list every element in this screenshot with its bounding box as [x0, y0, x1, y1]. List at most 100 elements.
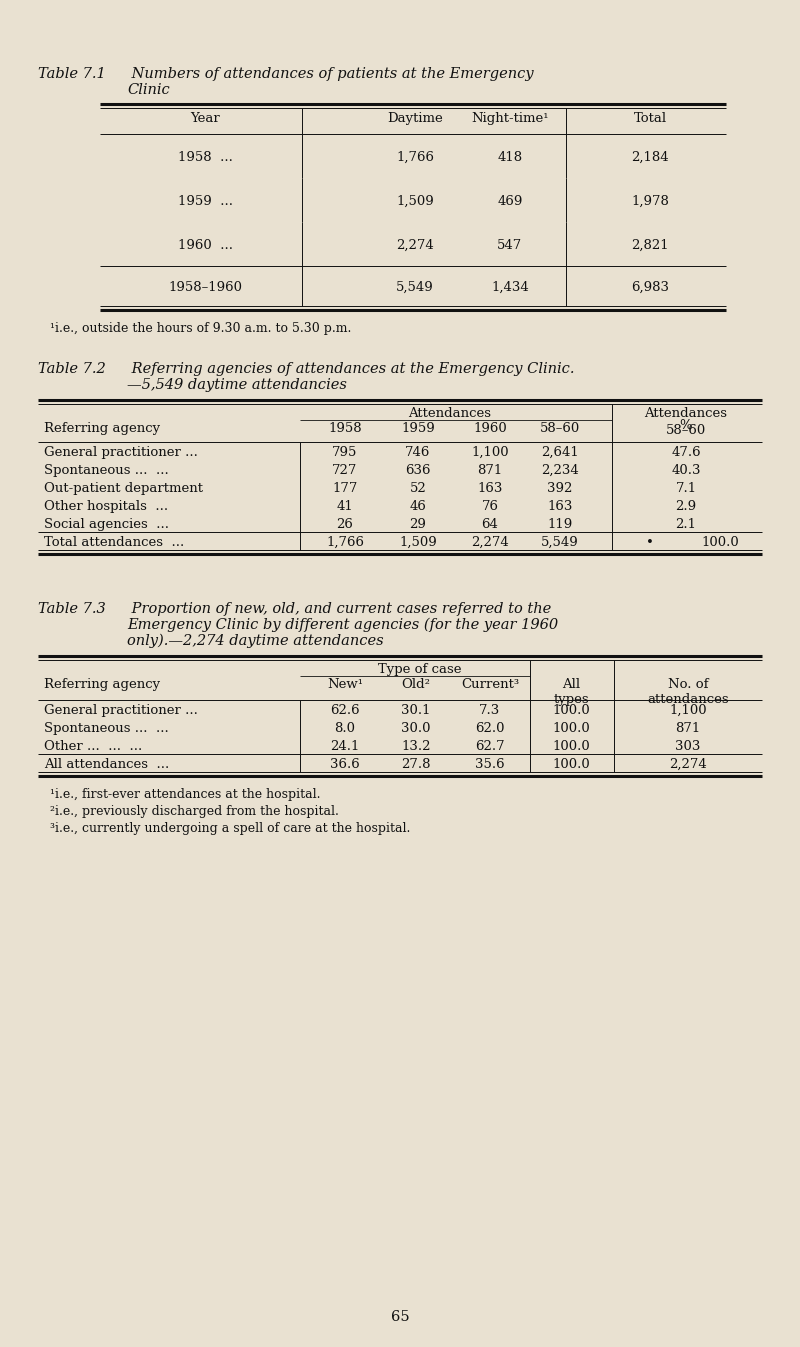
Text: Spontaneous ...  ...: Spontaneous ... ...	[44, 463, 169, 477]
Text: 5,549: 5,549	[396, 282, 434, 294]
Text: 40.3: 40.3	[671, 463, 701, 477]
Text: 76: 76	[482, 500, 498, 513]
Text: ¹i.e., outside the hours of 9.30 a.m. to 5.30 p.m.: ¹i.e., outside the hours of 9.30 a.m. to…	[50, 322, 351, 335]
Text: 1960: 1960	[473, 422, 507, 435]
Text: 177: 177	[332, 482, 358, 494]
Text: 727: 727	[332, 463, 358, 477]
Text: 100.0: 100.0	[701, 536, 739, 550]
Text: 100.0: 100.0	[552, 704, 590, 717]
Text: 1960  ...: 1960 ...	[178, 238, 233, 252]
Text: Attendances: Attendances	[409, 407, 491, 420]
Text: 163: 163	[478, 482, 502, 494]
Text: 2,234: 2,234	[541, 463, 579, 477]
Text: ³i.e., currently undergoing a spell of care at the hospital.: ³i.e., currently undergoing a spell of c…	[50, 822, 410, 835]
Text: Total attendances  ...: Total attendances ...	[44, 536, 184, 550]
Text: Year: Year	[190, 112, 220, 125]
Text: 5,549: 5,549	[541, 536, 579, 550]
Text: 2,821: 2,821	[631, 238, 669, 252]
Text: Social agencies  ...: Social agencies ...	[44, 519, 169, 531]
Text: 547: 547	[498, 238, 522, 252]
Text: 7.3: 7.3	[479, 704, 501, 717]
Text: 119: 119	[547, 519, 573, 531]
Text: All attendances  ...: All attendances ...	[44, 758, 170, 770]
Text: Clinic: Clinic	[127, 84, 170, 97]
Text: Table 7.3: Table 7.3	[38, 602, 106, 616]
Text: Out-patient department: Out-patient department	[44, 482, 203, 494]
Text: 64: 64	[482, 519, 498, 531]
Text: 871: 871	[675, 722, 701, 735]
Text: 100.0: 100.0	[552, 740, 590, 753]
Text: 1958  ...: 1958 ...	[178, 151, 233, 164]
Text: 795: 795	[332, 446, 358, 459]
Text: %: %	[680, 419, 692, 432]
Text: General practitioner ...: General practitioner ...	[44, 446, 198, 459]
Text: 1,766: 1,766	[396, 151, 434, 164]
Text: 1,978: 1,978	[631, 195, 669, 207]
Text: 2,184: 2,184	[631, 151, 669, 164]
Text: 100.0: 100.0	[552, 758, 590, 770]
Text: 1959: 1959	[401, 422, 435, 435]
Text: 58–60: 58–60	[666, 424, 706, 436]
Text: 24.1: 24.1	[330, 740, 360, 753]
Text: 2.9: 2.9	[675, 500, 697, 513]
Text: 1958: 1958	[328, 422, 362, 435]
Text: 1,766: 1,766	[326, 536, 364, 550]
Text: 1,509: 1,509	[399, 536, 437, 550]
Text: 41: 41	[337, 500, 354, 513]
Text: Old²: Old²	[402, 678, 430, 691]
Text: 62.7: 62.7	[475, 740, 505, 753]
Text: Table 7.1: Table 7.1	[38, 67, 106, 81]
Text: 30.1: 30.1	[402, 704, 430, 717]
Text: 46: 46	[410, 500, 426, 513]
Text: 636: 636	[406, 463, 430, 477]
Text: 871: 871	[478, 463, 502, 477]
Text: Attendances: Attendances	[645, 407, 727, 420]
Text: 30.0: 30.0	[402, 722, 430, 735]
Text: 1,100: 1,100	[471, 446, 509, 459]
Text: 1958–1960: 1958–1960	[168, 282, 242, 294]
Text: 35.6: 35.6	[475, 758, 505, 770]
Text: 62.6: 62.6	[330, 704, 360, 717]
Text: No. of
attendances: No. of attendances	[647, 678, 729, 706]
Text: Daytime: Daytime	[387, 112, 443, 125]
Text: 58–60: 58–60	[540, 422, 580, 435]
Text: 62.0: 62.0	[475, 722, 505, 735]
Text: 163: 163	[547, 500, 573, 513]
Text: Total: Total	[634, 112, 666, 125]
Text: 7.1: 7.1	[675, 482, 697, 494]
Text: 2,274: 2,274	[471, 536, 509, 550]
Text: 100.0: 100.0	[552, 722, 590, 735]
Text: 2,641: 2,641	[541, 446, 579, 459]
Text: Numbers of attendances of patients at the Emergency: Numbers of attendances of patients at th…	[127, 67, 534, 81]
Text: 1,100: 1,100	[669, 704, 707, 717]
Text: 2,274: 2,274	[669, 758, 707, 770]
Text: 27.8: 27.8	[402, 758, 430, 770]
Text: 13.2: 13.2	[402, 740, 430, 753]
Text: ¹i.e., first-ever attendances at the hospital.: ¹i.e., first-ever attendances at the hos…	[50, 788, 321, 801]
Text: 2.1: 2.1	[675, 519, 697, 531]
Text: All
types: All types	[553, 678, 589, 706]
Text: 303: 303	[675, 740, 701, 753]
Text: Table 7.2: Table 7.2	[38, 362, 106, 376]
Text: Other ...  ...  ...: Other ... ... ...	[44, 740, 142, 753]
Text: Other hospitals  ...: Other hospitals ...	[44, 500, 168, 513]
Text: General practitioner ...: General practitioner ...	[44, 704, 198, 717]
Text: 418: 418	[498, 151, 522, 164]
Text: 47.6: 47.6	[671, 446, 701, 459]
Text: Emergency Clinic by different agencies (for the year 1960: Emergency Clinic by different agencies (…	[127, 618, 558, 632]
Text: Type of case: Type of case	[378, 663, 462, 676]
Text: 1,509: 1,509	[396, 195, 434, 207]
Text: ²i.e., previously discharged from the hospital.: ²i.e., previously discharged from the ho…	[50, 806, 339, 818]
Text: 52: 52	[410, 482, 426, 494]
Text: only).—2,274 daytime attendances: only).—2,274 daytime attendances	[127, 634, 384, 648]
Text: Referring agencies of attendances at the Emergency Clinic.: Referring agencies of attendances at the…	[127, 362, 574, 376]
Text: 6,983: 6,983	[631, 282, 669, 294]
Text: 469: 469	[498, 195, 522, 207]
Text: Current³: Current³	[461, 678, 519, 691]
Text: Referring agency: Referring agency	[44, 678, 160, 691]
Text: Referring agency: Referring agency	[44, 422, 160, 435]
Text: 2,274: 2,274	[396, 238, 434, 252]
Text: 392: 392	[547, 482, 573, 494]
Text: 1,434: 1,434	[491, 282, 529, 294]
Text: 29: 29	[410, 519, 426, 531]
